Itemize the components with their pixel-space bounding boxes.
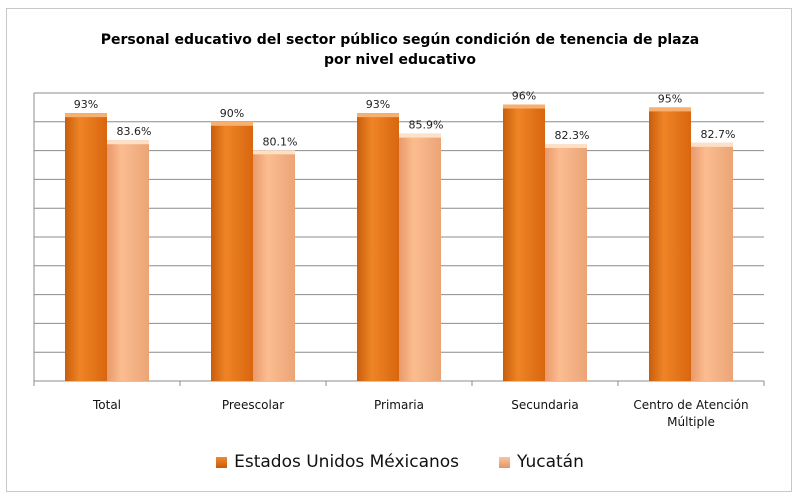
legend-item-estados-unidos-mexicanos: Estados Unidos Méxicanos <box>216 452 459 472</box>
bar-mexico <box>65 113 107 381</box>
bar-yucatan <box>399 133 441 381</box>
chart-title-line-1: Personal educativo del sector público se… <box>100 32 700 48</box>
bar-top-bevel <box>211 121 253 126</box>
data-label: 90% <box>220 107 244 120</box>
bar-top-bevel <box>545 143 587 148</box>
data-label: 80.1% <box>263 135 298 148</box>
bar-top-bevel <box>691 142 733 147</box>
bar-top-bevel <box>107 140 149 145</box>
bar-yucatan <box>107 140 149 381</box>
category-label: Total <box>92 398 121 412</box>
data-label: 93% <box>74 98 98 111</box>
bar-top-bevel <box>357 113 399 118</box>
legend-swatch-icon <box>499 456 511 468</box>
legend: Estados Unidos Méxicanos Yucatán <box>0 452 800 472</box>
bar-yucatan <box>691 142 733 381</box>
chart-frame <box>6 8 792 492</box>
data-label: 96% <box>512 90 536 103</box>
bar-mexico <box>649 107 691 382</box>
data-label: 95% <box>658 92 682 105</box>
category-label: Preescolar <box>222 398 284 412</box>
legend-label: Estados Unidos Méxicanos <box>234 452 460 472</box>
bar-mexico <box>357 113 399 381</box>
data-label: 83.6% <box>117 125 152 138</box>
bar-top-bevel <box>399 133 441 138</box>
data-label: 85.9% <box>409 119 444 132</box>
bar-yucatan <box>253 150 295 381</box>
chart-title: Personal educativo del sector público se… <box>0 30 800 70</box>
data-label: 82.7% <box>701 128 736 141</box>
bar-top-bevel <box>253 150 295 155</box>
bar-top-bevel <box>503 104 545 109</box>
legend-label: Yucatán <box>517 452 584 472</box>
category-label: Centro de Atención <box>633 398 748 412</box>
bar-top-bevel <box>65 113 107 118</box>
data-label: 82.3% <box>555 129 590 142</box>
bar-mexico <box>503 104 545 382</box>
bar-top-bevel <box>649 107 691 112</box>
bar-yucatan <box>545 143 587 381</box>
legend-item-yucatan: Yucatán <box>499 452 584 472</box>
bar-mexico <box>211 121 253 382</box>
category-label: Secundaria <box>511 398 578 412</box>
chart-title-line-2: por nivel educativo <box>324 52 476 68</box>
legend-swatch-icon <box>216 456 228 468</box>
category-label: Múltiple <box>667 415 715 429</box>
category-label: Primaria <box>374 398 424 412</box>
data-label: 93% <box>366 98 390 111</box>
